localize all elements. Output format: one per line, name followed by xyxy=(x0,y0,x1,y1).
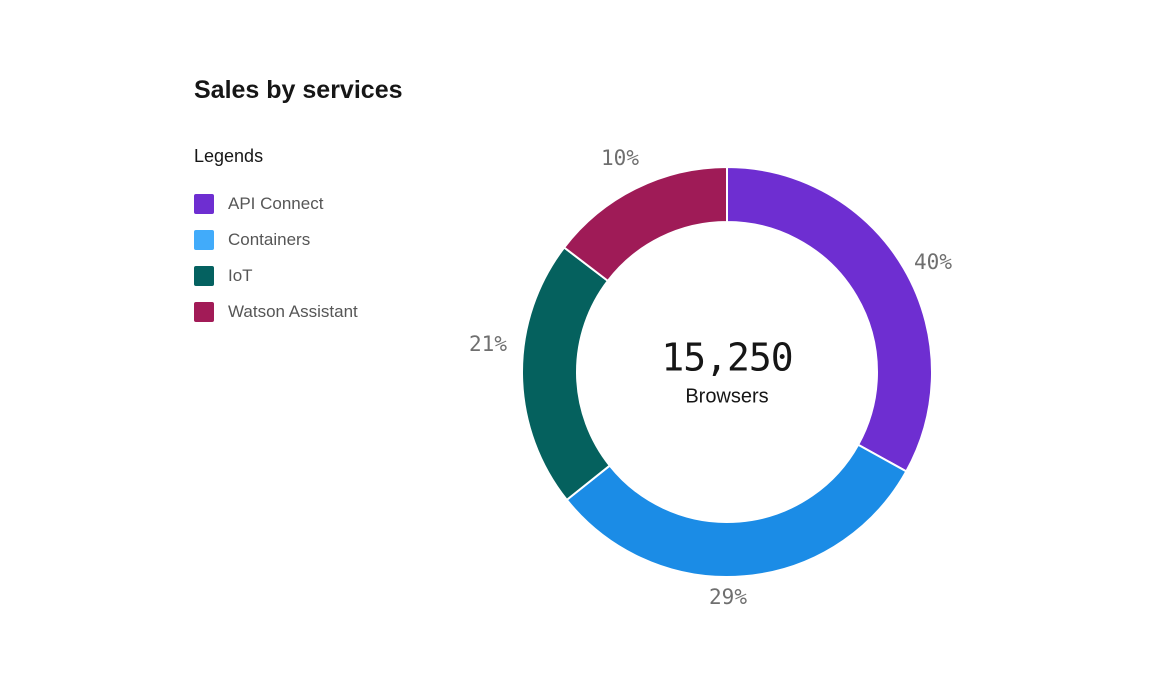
legend-swatch-icon xyxy=(194,302,214,322)
legend-swatch-icon xyxy=(194,194,214,214)
legend-swatch-icon xyxy=(194,266,214,286)
legend-item-iot[interactable]: IoT xyxy=(194,258,358,294)
legend-item-label: API Connect xyxy=(228,194,324,213)
slice-percent-label-iot: 21% xyxy=(469,332,507,356)
legend-item-label: IoT xyxy=(228,266,253,285)
donut-segment-watson-assistant[interactable] xyxy=(562,165,728,283)
legend: API Connect Containers IoT Watson Assistant xyxy=(194,186,358,330)
donut-segment-containers[interactable] xyxy=(565,443,908,578)
legend-item-label: Containers xyxy=(228,230,311,249)
slice-percent-label-containers: 29% xyxy=(709,585,747,609)
donut-segment-api-connect[interactable] xyxy=(726,165,933,473)
chart-title: Sales by services xyxy=(194,76,403,104)
donut-segment-iot[interactable] xyxy=(521,246,612,502)
legend-item-label: Watson Assistant xyxy=(228,302,358,321)
legend-item-containers[interactable]: Containers xyxy=(194,222,358,258)
slice-percent-label-watson-assistant: 10% xyxy=(601,146,639,170)
slice-percent-label-api-connect: 40% xyxy=(914,250,952,274)
legend-swatch-icon xyxy=(194,230,214,250)
legend-item-api-connect[interactable]: API Connect xyxy=(194,186,358,222)
legend-heading: Legends xyxy=(194,146,264,166)
legend-item-watson-assistant[interactable]: Watson Assistant xyxy=(194,294,358,330)
